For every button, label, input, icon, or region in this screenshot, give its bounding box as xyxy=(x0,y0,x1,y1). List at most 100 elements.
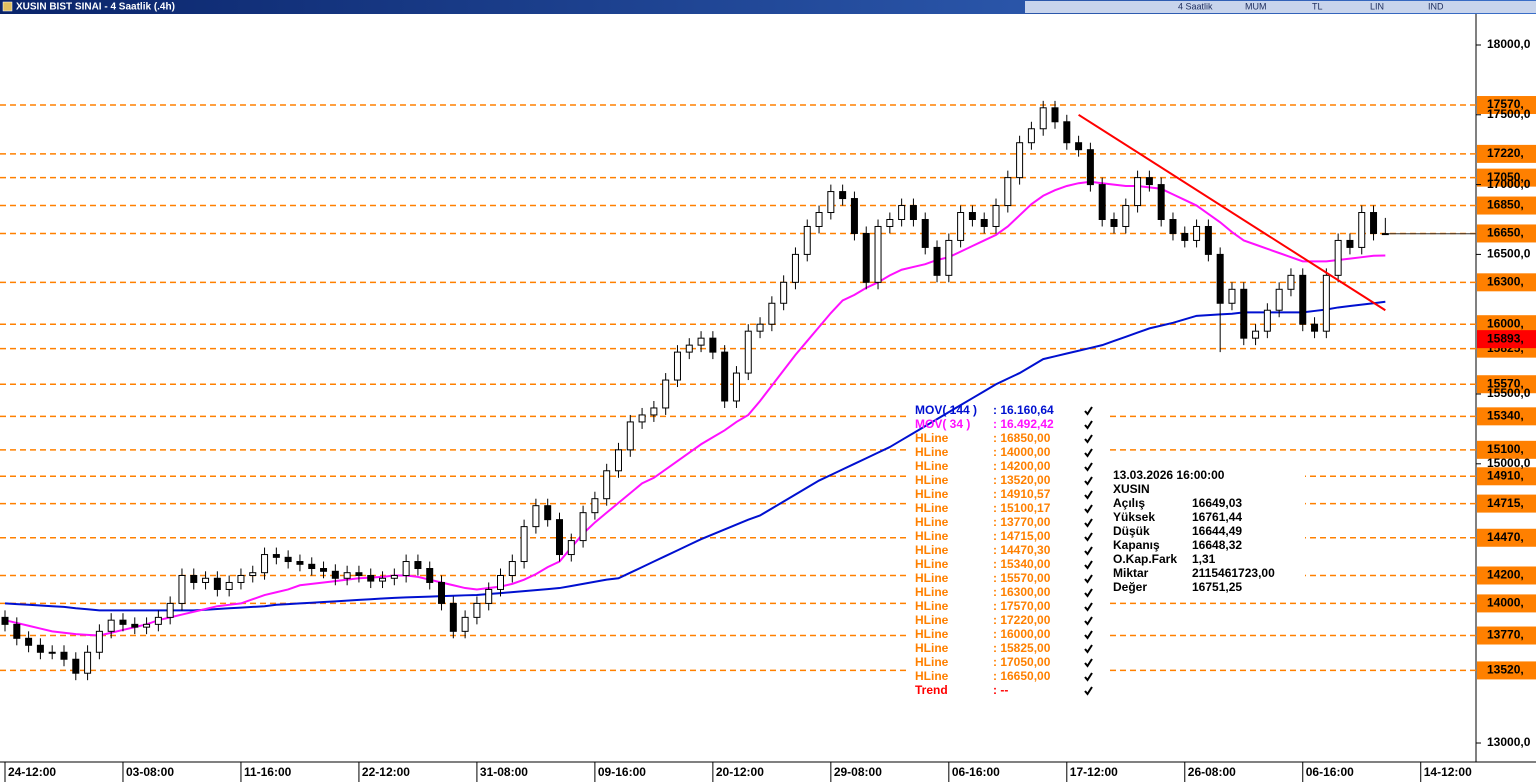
legend-name[interactable]: HLine xyxy=(915,459,949,473)
candle-body xyxy=(154,616,162,625)
legend-check[interactable] xyxy=(1084,658,1093,668)
legend-check[interactable] xyxy=(1084,616,1093,626)
info-label: Yüksek xyxy=(1113,510,1155,524)
candle-body xyxy=(1122,205,1130,227)
legend-name[interactable]: HLine xyxy=(915,669,949,683)
toolbar-item[interactable]: TL xyxy=(1312,1,1323,11)
hline-label-bg xyxy=(1477,96,1536,115)
legend-name[interactable]: HLine xyxy=(915,613,949,627)
hline-label-bg xyxy=(1477,168,1536,187)
legend-name[interactable]: HLine xyxy=(915,529,949,543)
legend-check[interactable] xyxy=(1084,630,1093,640)
candle-body xyxy=(1027,128,1035,144)
legend-name[interactable]: HLine xyxy=(915,515,949,529)
candle-body xyxy=(225,581,233,590)
toolbar-item[interactable]: MUM xyxy=(1245,1,1267,11)
candle-body xyxy=(249,572,257,576)
info-date: 13.03.2026 16:00:00 xyxy=(1113,468,1225,482)
toolbar-item[interactable]: IND xyxy=(1428,1,1444,11)
candle-body xyxy=(945,239,953,276)
legend-check[interactable] xyxy=(1084,448,1093,458)
legend-check[interactable] xyxy=(1084,518,1093,528)
legend-name[interactable]: MOV( 144 ) xyxy=(915,403,977,417)
legend-check[interactable] xyxy=(1084,588,1093,598)
trend-line xyxy=(1078,113,1386,312)
x-tick-label: 11-16:00 xyxy=(244,765,292,779)
toolbar-item[interactable]: LIN xyxy=(1370,1,1384,11)
legend-value: : 16000,00 xyxy=(993,627,1051,641)
candle-body xyxy=(1016,142,1024,179)
legend-name[interactable]: MOV( 34 ) xyxy=(915,417,970,431)
candle-body xyxy=(461,616,469,632)
candle-body xyxy=(390,574,398,579)
toolbar-item[interactable]: 4 Saatlik xyxy=(1178,1,1213,11)
moving-average xyxy=(4,180,1386,637)
legend-name[interactable]: Trend xyxy=(915,683,948,697)
legend-check[interactable] xyxy=(1084,574,1093,584)
candle-body xyxy=(1287,274,1295,290)
candle-body xyxy=(1334,239,1342,276)
candle-body xyxy=(508,561,516,576)
candle-body xyxy=(36,644,44,653)
legend-check[interactable] xyxy=(1084,434,1093,444)
legend-check[interactable] xyxy=(1084,462,1093,472)
legend-name[interactable]: HLine xyxy=(915,599,949,613)
legend-name[interactable]: HLine xyxy=(915,445,949,459)
legend-name[interactable]: HLine xyxy=(915,543,949,557)
legend-check[interactable] xyxy=(1084,644,1093,654)
legend-check[interactable] xyxy=(1084,686,1093,696)
candle-body xyxy=(532,505,540,528)
candle-body xyxy=(414,561,422,570)
legend-check[interactable] xyxy=(1084,532,1093,542)
candle-body xyxy=(1193,225,1201,241)
legend-name[interactable]: HLine xyxy=(915,431,949,445)
legend-name[interactable]: HLine xyxy=(915,557,949,571)
candle-body xyxy=(1322,274,1330,332)
candle-body xyxy=(839,191,847,200)
candle-body xyxy=(107,619,115,632)
hline-label: 16650, xyxy=(1487,226,1524,240)
legend-name[interactable]: HLine xyxy=(915,473,949,487)
legend-check[interactable] xyxy=(1084,672,1093,682)
candle-body xyxy=(555,519,563,556)
candle-body xyxy=(898,205,906,220)
info-label: Miktar xyxy=(1113,566,1149,580)
legend-check[interactable] xyxy=(1084,420,1093,430)
candle-body xyxy=(520,526,528,563)
candle-body xyxy=(143,623,151,628)
legend-name[interactable]: HLine xyxy=(915,487,949,501)
legend-name[interactable]: HLine xyxy=(915,501,949,515)
candle-body xyxy=(815,212,823,227)
info-value: 16761,44 xyxy=(1192,510,1242,524)
legend-check[interactable] xyxy=(1084,602,1093,612)
legend-name[interactable]: HLine xyxy=(915,571,949,585)
candle-body xyxy=(320,568,328,572)
hline-label-bg xyxy=(1477,144,1536,163)
hline-label-bg xyxy=(1477,626,1536,645)
candle-body xyxy=(909,205,917,220)
candle-body xyxy=(1216,253,1224,304)
legend-check[interactable] xyxy=(1084,504,1093,514)
candle-body xyxy=(60,651,68,660)
toolbar[interactable] xyxy=(1025,1,1536,13)
hline-label-bg xyxy=(1477,528,1536,547)
legend-check[interactable] xyxy=(1084,490,1093,500)
legend-value: : 15340,00 xyxy=(993,557,1051,571)
legend-name[interactable]: HLine xyxy=(915,641,949,655)
x-tick-label: 29-08:00 xyxy=(834,765,882,779)
candle-body xyxy=(355,572,363,576)
legend-check[interactable] xyxy=(1084,546,1093,556)
hline-label: 17220, xyxy=(1487,146,1524,160)
candle-body xyxy=(119,619,127,625)
info-label: Açılış xyxy=(1113,496,1145,510)
legend-check[interactable] xyxy=(1084,560,1093,570)
legend-name[interactable]: HLine xyxy=(915,655,949,669)
hline-label: 15570, xyxy=(1487,376,1524,390)
legend-name[interactable]: HLine xyxy=(915,585,949,599)
legend-check[interactable] xyxy=(1084,406,1093,416)
legend-check[interactable] xyxy=(1084,476,1093,486)
legend-value: : 16650,00 xyxy=(993,669,1051,683)
legend-value: : 14200,00 xyxy=(993,459,1051,473)
legend-name[interactable]: HLine xyxy=(915,627,949,641)
